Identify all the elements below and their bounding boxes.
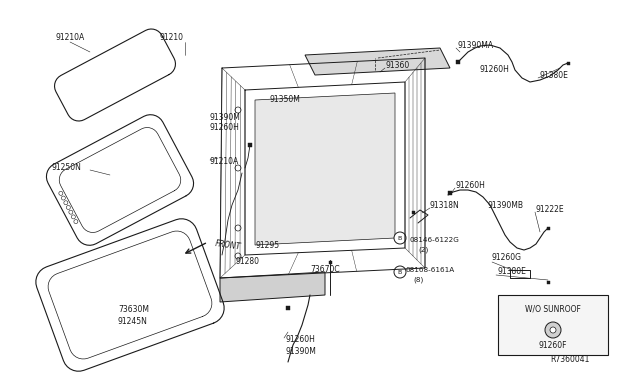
Bar: [286, 306, 290, 310]
Text: 91260H: 91260H: [285, 336, 315, 344]
Bar: [547, 280, 550, 283]
Polygon shape: [220, 272, 325, 302]
Text: 08146-6122G: 08146-6122G: [410, 237, 460, 243]
Text: 91360: 91360: [385, 61, 409, 70]
Text: 91245N: 91245N: [118, 317, 148, 327]
Text: 91390MB: 91390MB: [488, 201, 524, 209]
Text: B: B: [398, 269, 402, 275]
Text: 91260H: 91260H: [455, 180, 485, 189]
Text: 91390MA: 91390MA: [458, 41, 494, 49]
Circle shape: [545, 322, 561, 338]
Text: R7360041: R7360041: [550, 356, 589, 365]
Text: 91380E: 91380E: [540, 71, 569, 80]
Text: 91210: 91210: [160, 33, 184, 42]
Text: 91210A: 91210A: [55, 33, 84, 42]
Bar: [248, 143, 252, 147]
Text: 91390M: 91390M: [210, 113, 241, 122]
Bar: [456, 60, 460, 64]
Text: 91318N: 91318N: [430, 201, 460, 209]
Circle shape: [394, 266, 406, 278]
Bar: [566, 61, 570, 64]
Bar: [498, 295, 608, 355]
Bar: [328, 260, 332, 263]
Text: 91260G: 91260G: [492, 253, 522, 263]
Text: 91295: 91295: [255, 241, 279, 250]
Bar: [448, 191, 452, 195]
Circle shape: [235, 165, 241, 171]
Text: 91260H: 91260H: [210, 124, 240, 132]
Polygon shape: [305, 48, 450, 75]
Text: 73630M: 73630M: [118, 305, 149, 314]
Text: 91350M: 91350M: [270, 96, 301, 105]
Text: 91260F: 91260F: [539, 340, 567, 350]
Circle shape: [550, 327, 556, 333]
Circle shape: [394, 232, 406, 244]
Text: W/O SUNROOF: W/O SUNROOF: [525, 305, 581, 314]
Text: 08168-6161A: 08168-6161A: [405, 267, 454, 273]
Text: 91222E: 91222E: [535, 205, 564, 215]
Text: 91210A: 91210A: [210, 157, 239, 167]
Text: (8): (8): [413, 277, 423, 283]
Text: 91280: 91280: [235, 257, 259, 266]
Text: 73670C: 73670C: [310, 266, 340, 275]
Polygon shape: [255, 93, 395, 245]
Text: 91250N: 91250N: [52, 164, 82, 173]
Text: FRONT: FRONT: [215, 239, 242, 251]
Text: 91260H: 91260H: [480, 65, 510, 74]
Text: 91380E: 91380E: [498, 267, 527, 276]
Circle shape: [235, 225, 241, 231]
Circle shape: [235, 253, 241, 259]
Text: (2): (2): [418, 247, 428, 253]
Text: 91390M: 91390M: [285, 347, 316, 356]
Bar: [412, 211, 415, 214]
Text: B: B: [398, 235, 402, 241]
Bar: [547, 227, 550, 230]
Circle shape: [235, 107, 241, 113]
